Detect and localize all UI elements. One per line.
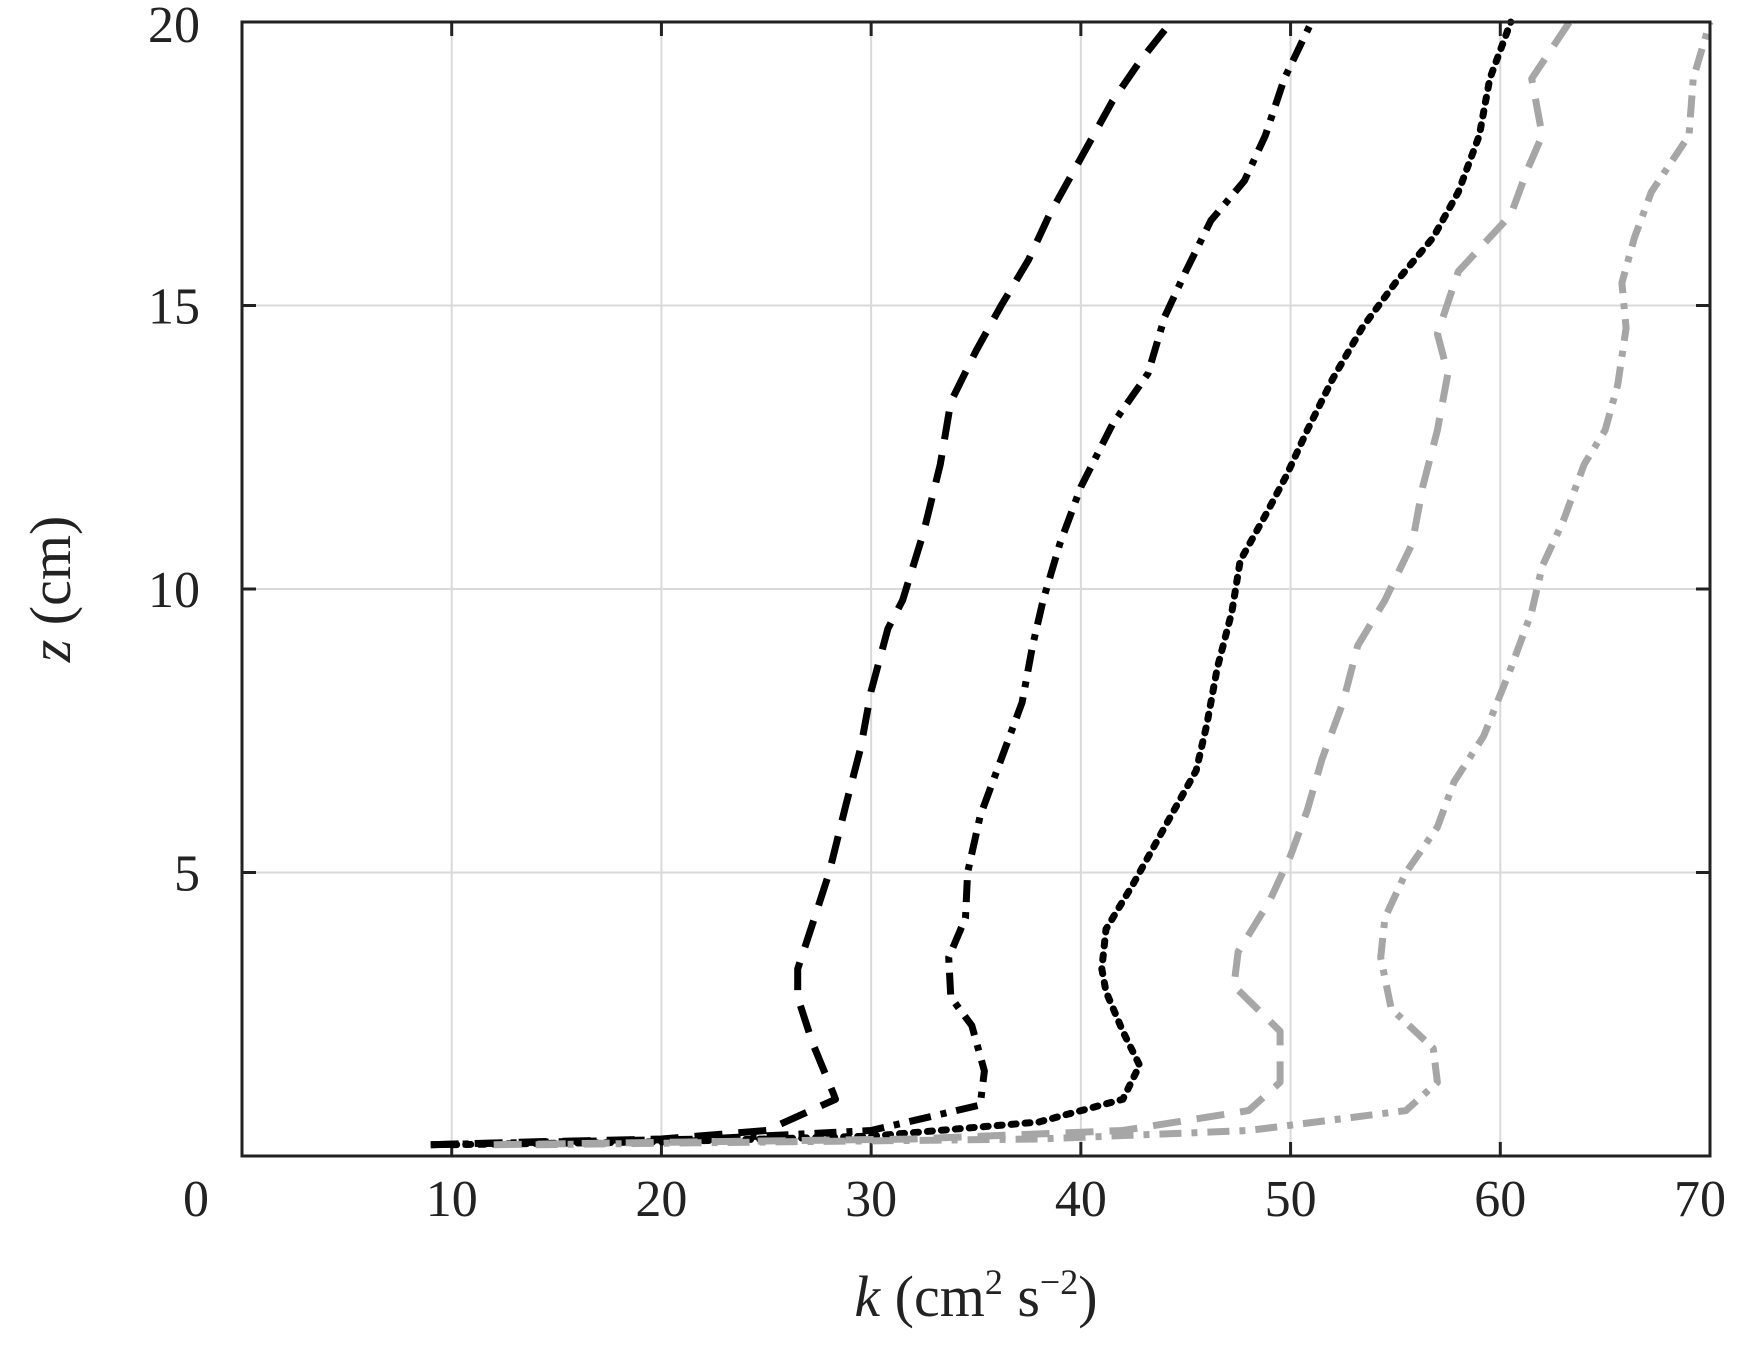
x-tick-label: 70 — [1674, 1171, 1726, 1228]
series-line-3 — [448, 18, 1515, 1149]
y-tick-label: 5 — [174, 846, 200, 903]
x-tick-label: 50 — [1265, 1171, 1317, 1228]
y-tick-label: 15 — [148, 279, 200, 336]
series-line-1 — [430, 19, 1174, 1149]
x-tick-label: 20 — [635, 1171, 687, 1228]
y-tick-label: 20 — [148, 0, 200, 54]
series-line-2 — [430, 20, 1315, 1149]
plot-frame — [240, 20, 1712, 1158]
x-tick-label: 40 — [1055, 1171, 1107, 1228]
grid — [242, 22, 1710, 1156]
y-axis-label: z (cm) — [18, 516, 83, 664]
x-tick-label: 0 — [183, 1171, 209, 1228]
x-tick-label: 10 — [426, 1171, 478, 1228]
series-line-4 — [493, 20, 1573, 1149]
x-tick-label: 60 — [1474, 1171, 1526, 1228]
x-axis-label: k (cm2 s−2) — [854, 1262, 1097, 1329]
series-layer — [430, 18, 1714, 1149]
y-tick-label: 10 — [148, 562, 200, 619]
x-tick-label: 30 — [845, 1171, 897, 1228]
tick-labels: 0 10 20 30 40 50 60 70 5 10 15 20 — [148, 0, 1726, 1228]
series-line-5 — [535, 21, 1714, 1149]
